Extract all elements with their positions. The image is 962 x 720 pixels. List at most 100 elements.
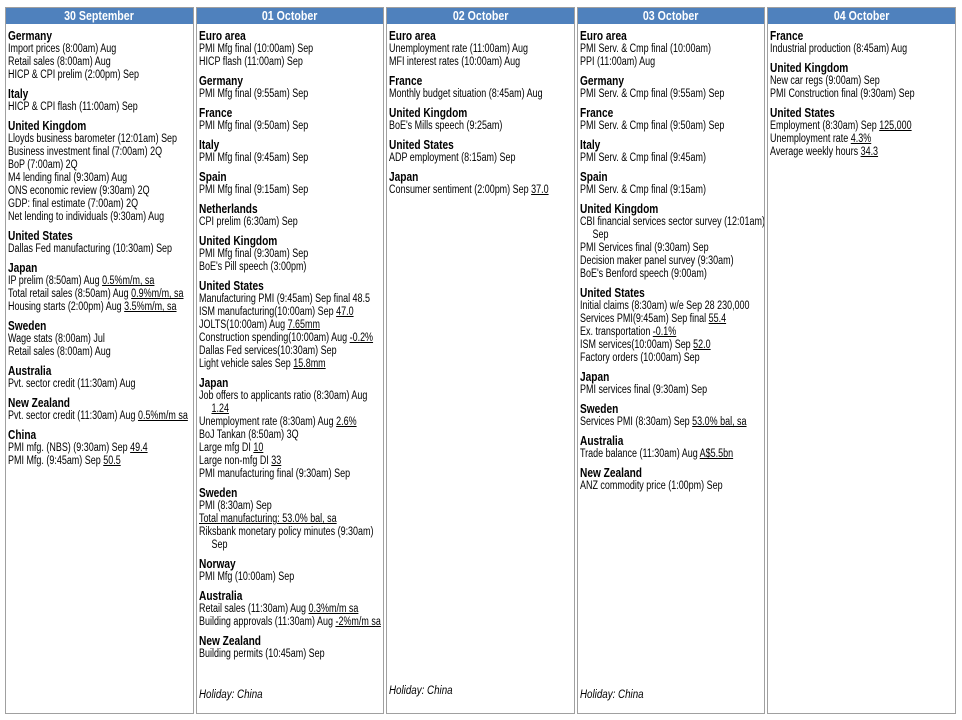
event-item: BoE's Pill speech (3:00pm) <box>199 261 384 274</box>
event-text: Services PMI (8:30am) Sep <box>579 416 692 428</box>
event-text: Decision maker panel survey (9:30am) <box>579 255 734 267</box>
event-text: Unemployment rate (11:00am) Aug <box>389 43 529 55</box>
event-item: PMI Mfg final (9:50am) Sep <box>199 120 384 133</box>
day-column: 30 September Germany Import prices (8:00am… <box>5 7 194 714</box>
event-text: PPI (11:00am) Aug <box>579 56 655 68</box>
event-text: PMI Construction final (9:30am) Sep <box>770 88 915 100</box>
event-item: Building permits (10:45am) Sep <box>198 648 384 661</box>
event-item: JOLTS(10:00am) Aug 7.65mm <box>199 319 384 332</box>
event-text: Services PMI(9:45am) Sep final <box>579 313 709 325</box>
event-item: CBI financial services sector survey (12… <box>579 216 765 242</box>
event-text: PMI services final (9:30am) Sep <box>579 384 707 396</box>
event-text: BoE's Mills speech (9:25am) <box>389 120 503 132</box>
day-title: 03 October <box>643 9 699 23</box>
day-header: 04 October <box>768 7 955 24</box>
event-text: MFI interest rates (10:00am) Aug <box>389 56 521 68</box>
event-item: Net lending to individuals (9:30am) Aug <box>8 211 193 224</box>
event-text: PMI Serv. & Cmp final (10:00am) <box>579 43 711 55</box>
event-text: Monthly budget situation (8:45am) Aug <box>389 88 543 100</box>
day-events: France Industrial production (8:45am) Aug… <box>770 27 955 159</box>
country-heading: United States <box>198 278 264 293</box>
country-heading: Euro area <box>579 28 627 43</box>
event-text: PMI Services final (9:30am) Sep <box>579 242 709 254</box>
event-text: Unemployment rate <box>770 133 852 145</box>
event-item: PMI Mfg. (9:45am) Sep 50.5 <box>8 455 193 468</box>
day-column: 03 October Euro area PMI Serv. & Cmp final… <box>576 7 766 714</box>
country-heading: Australia <box>579 433 624 448</box>
event-text: Factory orders (10:00am) Sep <box>579 352 700 364</box>
event-text: CBI financial services sector survey (12… <box>579 216 765 241</box>
event-item: PPI (11:00am) Aug <box>579 56 765 69</box>
event-item: PMI Serv. & Cmp final (9:50am) Sep <box>580 120 765 133</box>
event-text: Building permits (10:45am) Sep <box>198 648 325 660</box>
event-item: Pvt. sector credit (11:30am) Aug <box>8 378 193 391</box>
event-item: Retail sales (8:00am) Aug <box>8 56 193 69</box>
event-text: PMI (8:30am) Sep <box>198 500 272 512</box>
event-item: PMI (8:30am) Sep <box>198 500 384 513</box>
event-value: 33 <box>270 455 281 467</box>
event-text: PMI Serv. & Cmp final (9:45am) <box>579 152 706 164</box>
event-text: PMI Mfg final (9:30am) Sep <box>198 248 308 260</box>
event-item: Job offers to applicants ratio (8:30am) … <box>199 390 384 416</box>
economic-calendar: 30 September Germany Import prices (8:00am… <box>5 7 956 714</box>
event-item: PMI Mfg (10:00am) Sep <box>199 571 384 584</box>
event-text: HICP & CPI flash (11:00am) Sep <box>8 101 138 113</box>
event-item: New car regs (9:00am) Sep <box>770 75 955 88</box>
event-item: Consumer sentiment (2:00pm) Sep 37.0 <box>389 184 574 197</box>
event-item: Retail sales (11:30am) Aug 0.3%m/m sa <box>199 603 384 616</box>
event-text: Wage stats (8:00am) Jul <box>8 333 105 345</box>
event-value: 4.3% <box>851 133 872 145</box>
event-item: HICP flash (11:00am) Sep <box>199 56 384 69</box>
event-item: PMI Construction final (9:30am) Sep <box>770 88 955 101</box>
country-heading: Euro area <box>389 28 436 43</box>
country-heading: Euro area <box>198 28 246 43</box>
event-item: Factory orders (10:00am) Sep <box>579 352 765 365</box>
event-text: Riksbank monetary policy minutes (9:30am… <box>198 526 374 551</box>
event-item: Riksbank monetary policy minutes (9:30am… <box>198 526 384 552</box>
country-heading: United States <box>8 228 73 243</box>
day-column: 02 October Euro area Unemployment rate (11… <box>386 7 575 714</box>
country-heading: France <box>770 28 804 43</box>
event-item: Manufacturing PMI (9:45am) Sep final 48.… <box>199 293 384 306</box>
event-text: New car regs (9:00am) Sep <box>770 75 881 87</box>
event-item: ANZ commodity price (1:00pm) Sep <box>580 480 765 493</box>
event-value: 0.5%m/m sa <box>137 410 188 422</box>
event-item: MFI interest rates (10:00am) Aug <box>389 56 574 69</box>
event-value: 10 <box>252 442 263 454</box>
event-text: Large non-mfg DI <box>198 455 271 467</box>
event-item: Lloyds business barometer (12:01am) Sep <box>8 133 193 146</box>
event-item: Dallas Fed manufacturing (10:30am) Sep <box>8 243 193 256</box>
event-item: Business investment final (7:00am) 2Q <box>8 146 193 159</box>
day-events: Euro area PMI Serv. & Cmp final (10:00am)… <box>579 27 765 493</box>
event-item: Services PMI (8:30am) Sep 53.0% bal, sa <box>579 416 765 429</box>
day-events: Euro area Unemployment rate (11:00am) Aug… <box>389 27 574 197</box>
event-text: Total retail sales (8:50am) Aug <box>8 288 132 300</box>
event-item: BoP (7:00am) 2Q <box>8 159 193 172</box>
event-text: Unemployment rate (8:30am) Aug <box>198 416 336 428</box>
event-item: HICP & CPI prelim (2:00pm) Sep <box>8 69 193 82</box>
event-item: PMI Mfg final (10:00am) Sep <box>199 43 384 56</box>
event-text: Dallas Fed manufacturing (10:30am) Sep <box>8 243 173 255</box>
event-item: Unemployment rate (11:00am) Aug <box>389 43 574 56</box>
event-item: Large non-mfg DI 33 <box>198 455 384 468</box>
event-text: BoP (7:00am) 2Q <box>8 159 78 171</box>
country-heading: Sweden <box>579 401 619 416</box>
event-item: CPI prelim (6:30am) Sep <box>198 216 384 229</box>
event-item: PMI Services final (9:30am) Sep <box>579 242 765 255</box>
event-text: Lloyds business barometer (12:01am) Sep <box>8 133 178 145</box>
event-value: 55.4 <box>708 313 726 325</box>
event-item: PMI mfg. (NBS) (9:30am) Sep 49.4 <box>8 442 193 455</box>
country-heading: New Zealand <box>8 395 70 410</box>
event-item: Monthly budget situation (8:45am) Aug <box>389 88 574 101</box>
event-value: 37.0 <box>531 184 549 196</box>
event-value: 1.24 <box>211 403 229 415</box>
country-heading: United Kingdom <box>198 233 277 248</box>
event-text: Consumer sentiment (2:00pm) Sep <box>389 184 532 196</box>
day-column: 04 October France Industrial production (8… <box>767 7 956 714</box>
event-text: CPI prelim (6:30am) Sep <box>198 216 298 228</box>
day-title: 30 September <box>64 9 135 23</box>
event-text: Industrial production (8:45am) Aug <box>770 43 908 55</box>
day-header: 03 October <box>577 7 765 24</box>
event-item: Unemployment rate 4.3% <box>770 133 955 146</box>
event-item: PMI Mfg final (9:55am) Sep <box>199 88 384 101</box>
